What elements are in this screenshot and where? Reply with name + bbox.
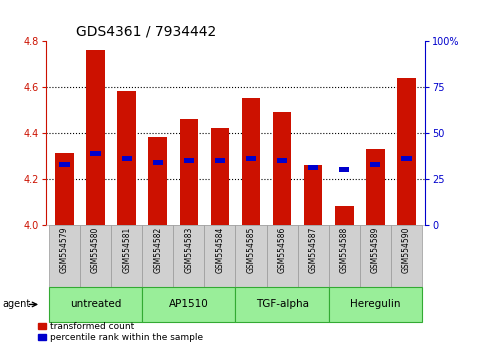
Text: GSM554583: GSM554583 <box>185 227 193 273</box>
Bar <box>86 50 105 225</box>
Bar <box>329 225 360 287</box>
Bar <box>360 225 391 287</box>
Text: GSM554586: GSM554586 <box>278 227 286 273</box>
Text: GSM554581: GSM554581 <box>122 227 131 273</box>
Bar <box>242 98 260 225</box>
Bar <box>90 151 101 156</box>
Bar <box>180 119 198 225</box>
Bar <box>236 287 329 322</box>
Bar <box>173 225 204 287</box>
Text: AP1510: AP1510 <box>169 299 209 309</box>
Bar <box>55 154 74 225</box>
Bar <box>204 225 236 287</box>
Bar <box>246 155 256 161</box>
Text: Heregulin: Heregulin <box>350 299 400 309</box>
Bar <box>397 78 416 225</box>
Bar <box>339 167 349 172</box>
Bar <box>366 149 384 225</box>
Bar <box>273 112 291 225</box>
Bar <box>59 162 70 167</box>
Bar <box>236 225 267 287</box>
Bar <box>391 225 422 287</box>
Bar <box>153 160 163 165</box>
Bar <box>215 158 225 163</box>
Text: GSM554588: GSM554588 <box>340 227 349 273</box>
Bar <box>401 155 412 161</box>
Bar <box>49 287 142 322</box>
Bar <box>308 165 318 170</box>
Bar <box>49 225 80 287</box>
Text: GSM554584: GSM554584 <box>215 227 225 273</box>
Text: GSM554587: GSM554587 <box>309 227 318 273</box>
Bar <box>142 225 173 287</box>
Bar <box>117 91 136 225</box>
Text: agent: agent <box>2 299 30 309</box>
Bar <box>148 137 167 225</box>
Text: TGF-alpha: TGF-alpha <box>256 299 309 309</box>
Bar <box>329 287 422 322</box>
Text: untreated: untreated <box>70 299 121 309</box>
Text: GSM554585: GSM554585 <box>246 227 256 273</box>
Text: GSM554582: GSM554582 <box>153 227 162 273</box>
Legend: transformed count, percentile rank within the sample: transformed count, percentile rank withi… <box>38 322 203 342</box>
Bar <box>298 225 329 287</box>
Bar <box>111 225 142 287</box>
Bar <box>142 287 236 322</box>
Text: GSM554580: GSM554580 <box>91 227 100 273</box>
Bar <box>267 225 298 287</box>
Bar <box>304 165 323 225</box>
Bar <box>277 158 287 163</box>
Bar <box>211 128 229 225</box>
Text: GSM554579: GSM554579 <box>60 227 69 273</box>
Text: GDS4361 / 7934442: GDS4361 / 7934442 <box>76 24 216 38</box>
Bar <box>335 206 354 225</box>
Text: GSM554590: GSM554590 <box>402 227 411 273</box>
Bar <box>80 225 111 287</box>
Bar <box>370 162 381 167</box>
Text: GSM554589: GSM554589 <box>371 227 380 273</box>
Bar <box>184 158 194 163</box>
Bar <box>122 155 132 161</box>
